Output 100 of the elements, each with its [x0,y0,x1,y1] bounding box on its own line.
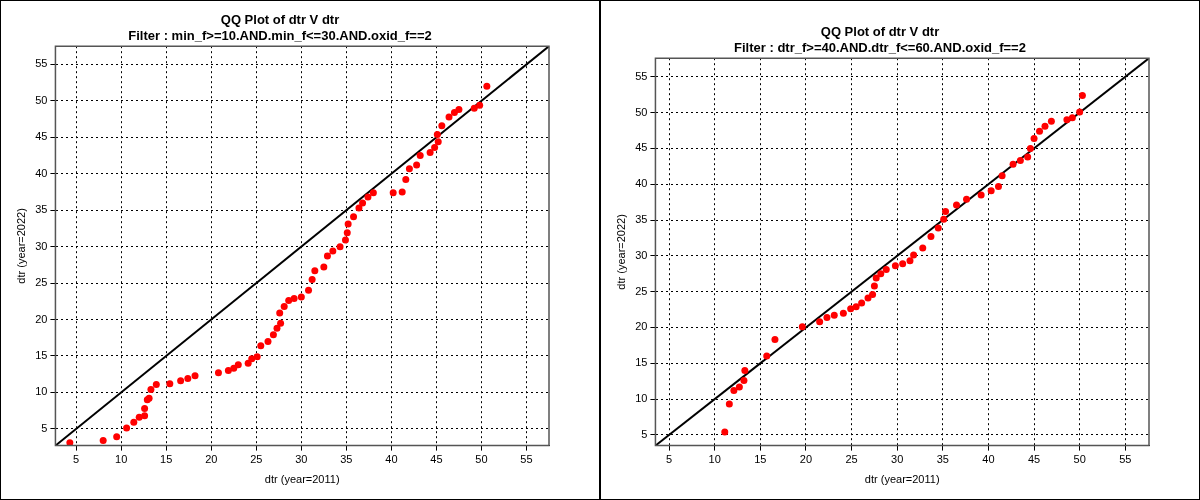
y-axis-title: dtr (year=2022) [14,208,27,284]
y-tick-label: 45 [635,141,648,154]
y-tick-label: 55 [35,57,48,70]
point [872,274,880,282]
x-tick-label: 45 [430,453,443,466]
x-axis-title: dtr (year=2011) [864,473,940,486]
y-tick-label: 55 [635,69,648,82]
y-tick-label: 35 [635,213,648,226]
y-tick-label: 5 [641,427,648,440]
point [919,244,927,252]
y-tick-label: 30 [635,248,648,261]
x-tick-label: 15 [754,453,767,466]
point [741,366,749,374]
y-tick-label: 15 [35,348,48,361]
y-tick-label: 30 [35,239,48,252]
point [987,187,995,195]
y-tick-label: 50 [35,93,48,106]
chart-subtitle: Filter : dtr_f>=40.AND.dtr_f<=60.AND.oxid_f==2 [734,39,1026,55]
y-tick-label: 45 [35,130,48,143]
point [816,318,824,326]
y-axis-title: dtr (year=2022) [614,214,627,290]
x-tick-label: 50 [475,453,488,466]
point [1024,153,1032,161]
point [953,201,960,209]
point [910,251,918,259]
point [1016,157,1024,165]
point [735,383,743,391]
point [771,336,779,344]
point [1047,117,1055,125]
point [740,376,748,384]
point [830,311,838,319]
y-tick-label: 15 [635,356,648,369]
x-tick-label: 45 [1027,453,1041,466]
point [940,215,948,223]
x-tick-label: 35 [936,453,949,466]
x-tick-label: 5 [666,453,673,466]
point [1063,116,1071,124]
point [852,303,860,311]
point [869,291,877,299]
y-tick-label: 25 [635,284,648,297]
chart-title: QQ Plot of dtr V dtr [820,24,940,40]
point [847,305,855,313]
point [839,309,847,317]
x-tick-label: 35 [340,453,353,466]
y-tick-label: 5 [41,421,48,434]
x-tick-label: 40 [385,453,398,466]
x-tick-label: 55 [1119,453,1132,466]
x-tick-label: 20 [799,453,813,466]
point [721,428,729,436]
point [882,265,890,273]
x-tick-label: 5 [73,453,80,466]
point [934,224,942,232]
y-tick-label: 10 [635,392,648,405]
y-tick-label: 20 [35,312,48,325]
point [730,386,738,394]
y-tick-label: 50 [635,105,648,118]
point [977,191,985,199]
x-axis-title: dtr (year=2011) [264,473,340,486]
point [899,260,907,268]
point [998,172,1006,180]
x-tick-label: 25 [845,453,858,466]
point [763,352,771,360]
point [994,182,1002,190]
point [1041,122,1049,130]
x-tick-label: 10 [115,453,128,466]
y-tick-label: 40 [35,166,48,179]
point [906,257,914,265]
point [891,262,899,270]
point [823,313,831,321]
point [1009,160,1017,168]
point [1026,144,1034,152]
y-tick-label: 10 [35,385,48,398]
point [963,195,971,203]
point [870,282,878,290]
point [798,323,806,331]
x-tick-label: 25 [250,453,263,466]
point [858,299,866,307]
x-tick-label: 30 [295,453,308,466]
x-tick-label: 10 [708,453,721,466]
point [1036,127,1044,135]
y-tick-label: 35 [35,203,48,216]
x-tick-label: 20 [205,453,218,466]
x-tick-label: 40 [982,453,995,466]
point [1078,91,1086,99]
point [877,270,885,278]
y-tick-label: 20 [635,320,648,333]
point [1076,108,1084,116]
x-tick-label: 55 [520,453,533,466]
chart-subtitle: Filter : min_f>=10.AND.min_f<=30.AND.oxid_f==2 [128,27,432,43]
y-tick-label: 25 [35,276,48,289]
point [942,207,950,215]
point [725,400,733,408]
x-tick-label: 50 [1073,453,1086,466]
x-tick-label: 15 [160,453,173,466]
x-tick-label: 30 [891,453,904,466]
point [927,233,935,240]
point [864,294,872,302]
y-tick-label: 40 [635,177,648,190]
point [1030,134,1038,142]
point [1068,114,1076,122]
